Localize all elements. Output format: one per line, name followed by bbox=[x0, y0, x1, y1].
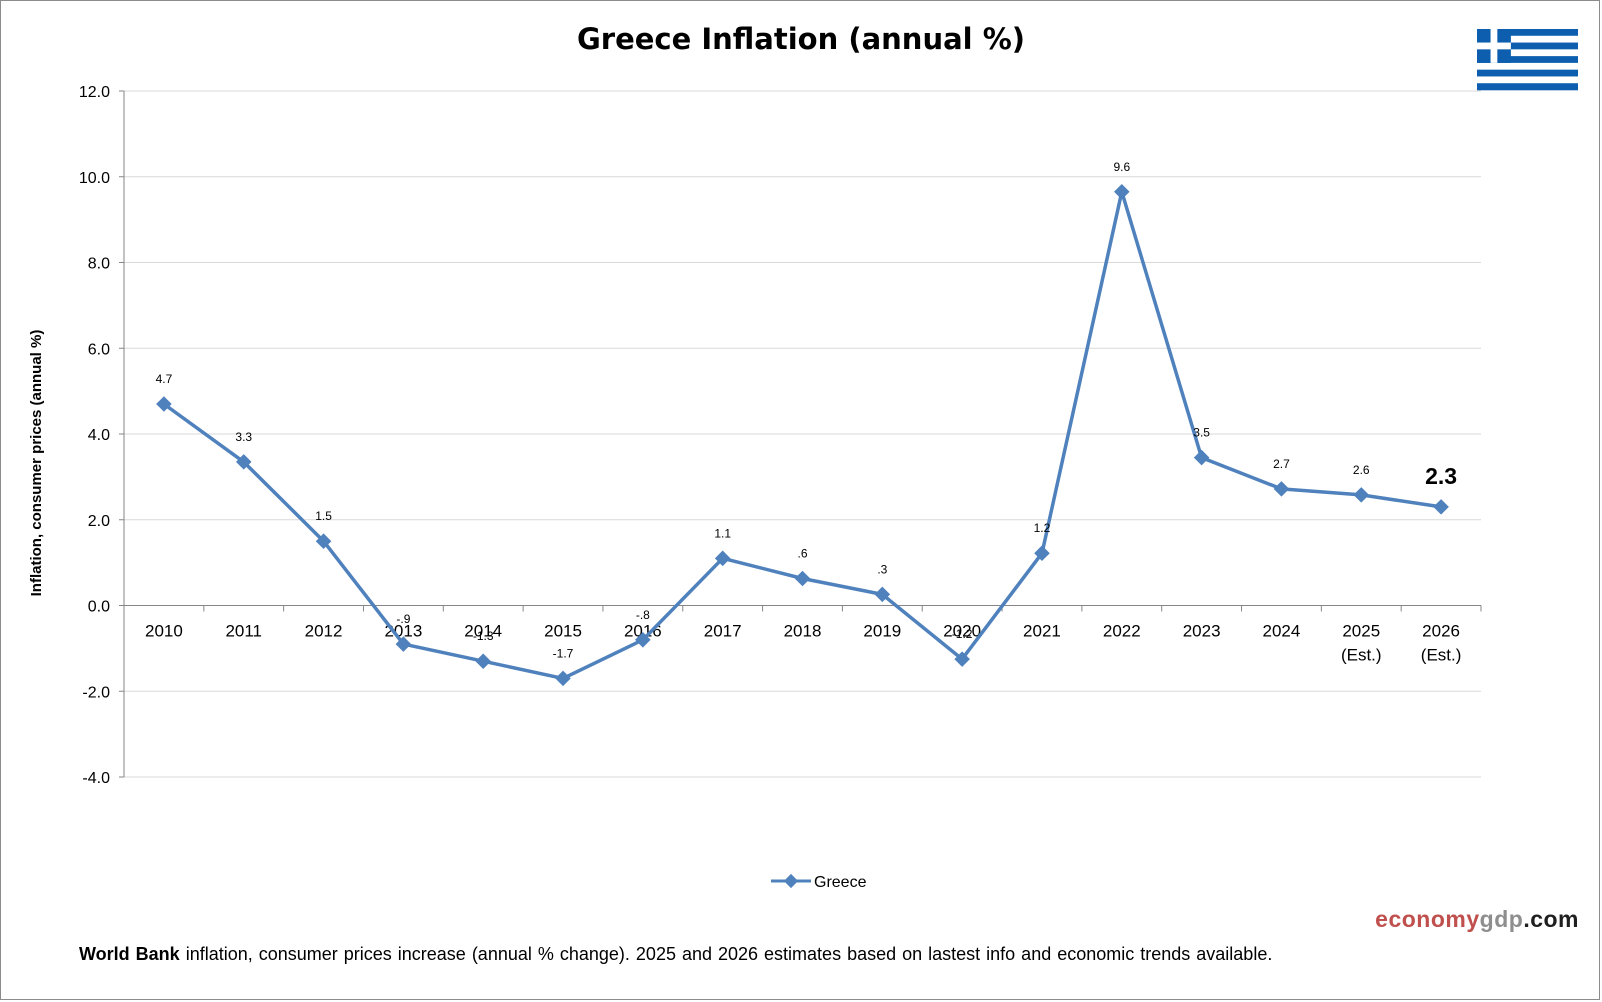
axes bbox=[123, 91, 1481, 777]
legend-label-greece: Greece bbox=[814, 874, 867, 891]
y-tick-label: 10.0 bbox=[79, 170, 110, 187]
data-point-marker bbox=[1433, 499, 1449, 515]
data-point-marker bbox=[1193, 449, 1210, 466]
x-tick-label: 2020 bbox=[943, 622, 981, 641]
legend: Greece bbox=[771, 873, 867, 891]
data-point-marker bbox=[794, 570, 811, 587]
flag-stripe bbox=[1477, 49, 1578, 57]
data-point-marker bbox=[635, 632, 651, 648]
flag-stripe bbox=[1477, 83, 1578, 91]
data-label: 2.3 bbox=[1425, 463, 1457, 489]
data-label: .3 bbox=[877, 562, 887, 576]
x-tick-label: 2018 bbox=[784, 622, 822, 641]
flag-stripe bbox=[1477, 62, 1578, 70]
flag-stripe bbox=[1477, 76, 1578, 84]
series-greece bbox=[156, 183, 1449, 687]
flag-stripe bbox=[1477, 29, 1578, 37]
y-tick-label: -2.0 bbox=[82, 684, 110, 701]
x-tick-label: 2010 bbox=[145, 622, 183, 641]
data-point-marker bbox=[714, 550, 731, 567]
data-label: .6 bbox=[797, 546, 807, 560]
data-label: -.8 bbox=[636, 608, 650, 622]
x-tick-label: 2021 bbox=[1023, 622, 1061, 641]
footnote-text: inflation, consumer prices increase (ann… bbox=[179, 944, 1273, 964]
data-label: 1.2 bbox=[1034, 521, 1051, 535]
x-tick-label: 2024 bbox=[1263, 622, 1301, 641]
flag-stripe bbox=[1477, 56, 1578, 64]
data-point-marker bbox=[555, 670, 571, 687]
chart-title: Greece Inflation (annual %) bbox=[577, 22, 1025, 56]
data-point-marker bbox=[1114, 183, 1130, 200]
x-tick-label: 2026 bbox=[1422, 622, 1460, 641]
y-tick-label: 12.0 bbox=[79, 84, 110, 101]
data-label: 9.6 bbox=[1113, 160, 1130, 174]
x-tick-label: 2013 bbox=[384, 622, 422, 641]
brand-part-com: .com bbox=[1523, 906, 1579, 932]
data-label: 4.7 bbox=[156, 372, 173, 386]
x-tick-label: 2012 bbox=[305, 622, 343, 641]
data-point-marker bbox=[954, 651, 970, 667]
x-tick-label: 2016 bbox=[624, 622, 662, 641]
data-label: 2.6 bbox=[1353, 463, 1370, 477]
data-point-marker bbox=[1273, 481, 1290, 497]
brand-part-gdp: gdp bbox=[1479, 906, 1524, 932]
y-tick-label: 2.0 bbox=[88, 513, 110, 530]
legend-marker bbox=[783, 873, 799, 889]
data-point-marker bbox=[235, 454, 252, 470]
data-point-marker bbox=[156, 396, 172, 412]
data-point-marker bbox=[1353, 487, 1370, 503]
brand-logo: economygdp.com bbox=[1375, 906, 1579, 933]
x-tick-label: 2011 bbox=[225, 622, 262, 641]
data-labels: 4.7 3.3 1.5 -.9 -1.3 -1.7 -.8 1.1 .6 .3 -1.2 1.2 9.6… bbox=[156, 160, 1458, 661]
x-tick-label: 2017 bbox=[704, 622, 742, 641]
flag-stripe bbox=[1477, 42, 1578, 50]
y-tick-label: 4.0 bbox=[88, 427, 110, 444]
flag-stripe bbox=[1477, 69, 1578, 77]
brand-part-economy: economy bbox=[1375, 906, 1480, 932]
data-label: 3.5 bbox=[1193, 426, 1210, 440]
data-label: -.9 bbox=[396, 612, 410, 626]
x-axis-ticks: 2010 2011 2012 2013 2014 2015 2016 2017 2018 2019… bbox=[123, 605, 1482, 665]
data-point-marker bbox=[874, 586, 891, 603]
footnote: World Bank inflation, consumer prices in… bbox=[79, 944, 1272, 965]
x-tick-label: 2014 bbox=[464, 622, 502, 641]
data-label: -1.7 bbox=[553, 646, 574, 660]
y-tick-label: 8.0 bbox=[88, 256, 110, 273]
x-tick-label: 2015 bbox=[544, 622, 582, 641]
y-tick-label: 6.0 bbox=[88, 341, 110, 358]
x-tick-label: 2025 bbox=[1342, 622, 1380, 641]
y-tick-label: 0.0 bbox=[88, 599, 110, 616]
data-label: 3.3 bbox=[235, 430, 252, 444]
y-tick-label: -4.0 bbox=[82, 770, 110, 787]
x-tick-label: (Est.) bbox=[1421, 646, 1462, 665]
x-tick-label: (Est.) bbox=[1341, 646, 1382, 665]
data-label: -1.2 bbox=[952, 627, 973, 641]
flag-cross-vertical bbox=[1490, 29, 1498, 63]
greek-flag-icon bbox=[1477, 29, 1578, 91]
data-label: -1.3 bbox=[473, 629, 494, 643]
y-axis-ticks: 12.0 10.0 8.0 6.0 4.0 2.0 0.0 -2.0 -4.0 bbox=[79, 84, 124, 787]
x-tick-label: 2019 bbox=[863, 622, 901, 641]
data-label: 1.5 bbox=[315, 509, 332, 523]
y-axis-label: Inflation, consumer prices (annual %) bbox=[28, 330, 45, 597]
x-tick-label: 2022 bbox=[1103, 622, 1141, 641]
gridlines bbox=[124, 90, 1481, 778]
flag-stripe bbox=[1477, 35, 1578, 43]
x-tick-label: 2023 bbox=[1183, 622, 1221, 641]
data-label: 2.7 bbox=[1273, 457, 1290, 471]
data-point-marker bbox=[1034, 545, 1050, 561]
data-label: 1.1 bbox=[714, 526, 731, 540]
footnote-source: World Bank bbox=[79, 944, 180, 964]
data-point-marker bbox=[475, 653, 491, 670]
